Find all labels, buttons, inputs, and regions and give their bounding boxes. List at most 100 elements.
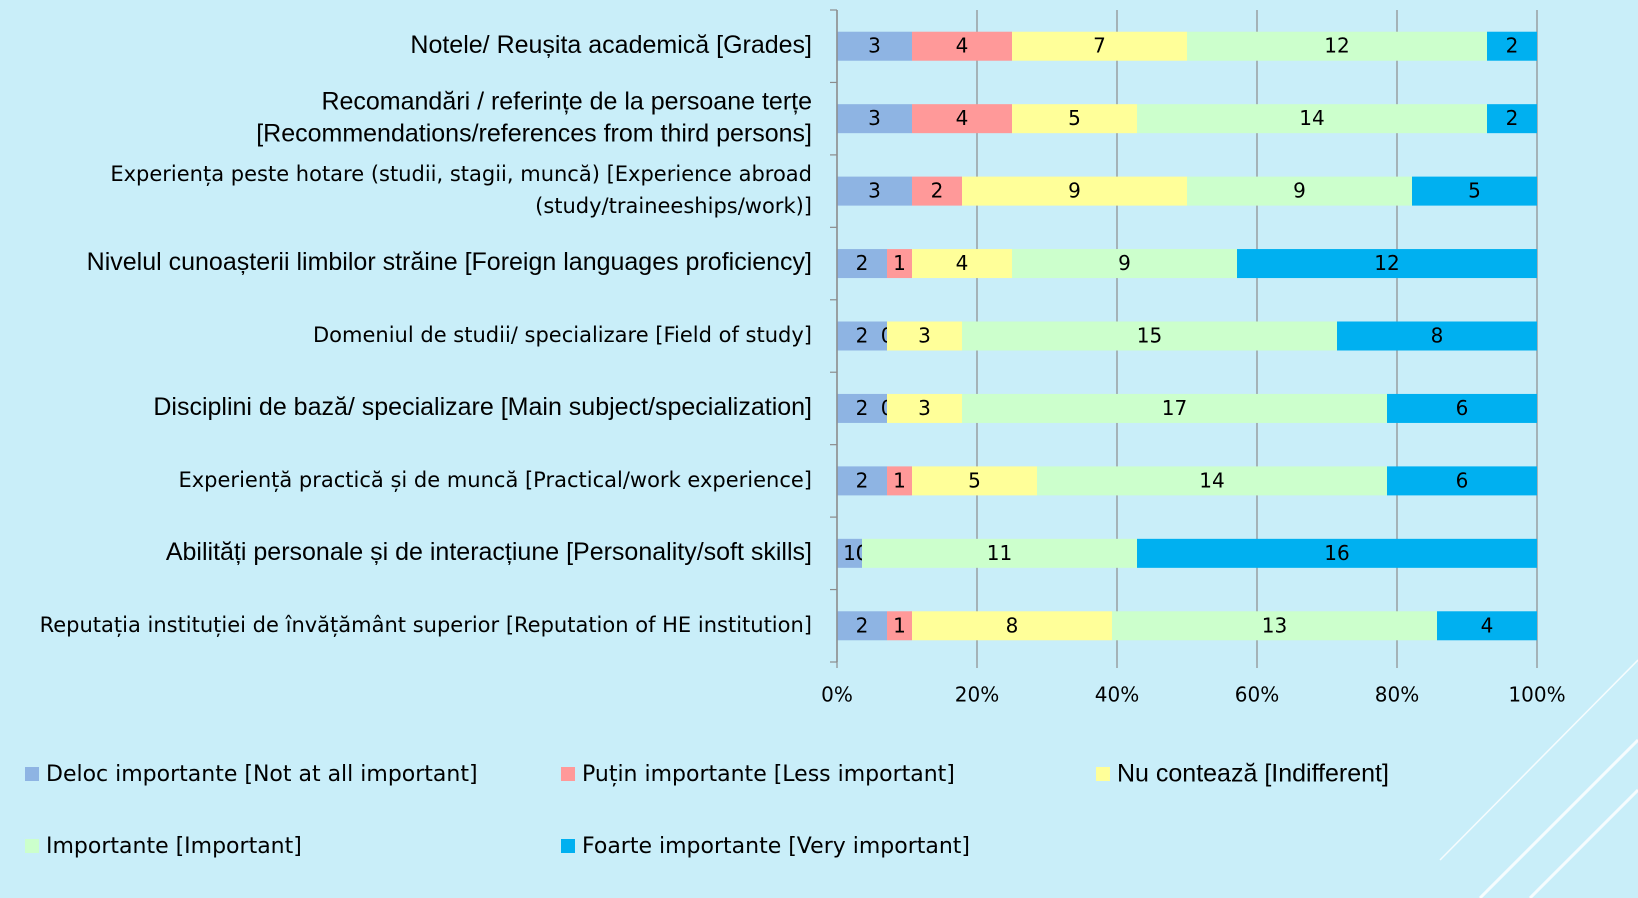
legend-label: Deloc importante [Not at all important] xyxy=(46,762,478,787)
legend-label: Importante [Important] xyxy=(46,834,302,859)
bar-segment xyxy=(1012,104,1137,134)
value-label: 11 xyxy=(987,541,1012,565)
value-label: 4 xyxy=(956,34,969,58)
bar-segment xyxy=(962,176,1187,206)
legend-swatch xyxy=(1096,767,1110,781)
bar-segment xyxy=(837,611,887,641)
bar-segment xyxy=(1387,466,1537,496)
bar-segment xyxy=(862,538,1137,568)
bar-segment xyxy=(1012,249,1237,279)
bar-segment xyxy=(912,176,962,206)
value-label: 15 xyxy=(1137,324,1162,348)
bar-segment xyxy=(837,104,912,134)
bar-segment xyxy=(962,393,1387,423)
value-label: 12 xyxy=(1374,251,1399,275)
legend-swatch xyxy=(25,767,39,781)
x-tick-label: 60% xyxy=(1235,683,1279,707)
legend-swatch xyxy=(25,839,39,853)
value-label: 3 xyxy=(868,106,881,130)
value-label: 5 xyxy=(968,468,981,492)
value-label: 5 xyxy=(1468,179,1481,203)
category-label: Recomandări / referințe de la persoane t… xyxy=(256,87,812,147)
category-label: Abilități personale și de interacțiune [… xyxy=(166,538,812,566)
bar-segment xyxy=(1012,31,1187,61)
value-label: 14 xyxy=(1199,468,1224,492)
bar-segment xyxy=(912,249,1012,279)
category-label: Nivelul cunoașterii limbilor străine [Fo… xyxy=(87,248,812,276)
value-label: 9 xyxy=(1118,251,1131,275)
value-label: 9 xyxy=(1068,179,1081,203)
value-label: 8 xyxy=(1431,324,1444,348)
bar-segment xyxy=(1487,104,1537,134)
x-tick-label: 20% xyxy=(955,683,999,707)
value-label: 2 xyxy=(1506,106,1519,130)
bar-segment xyxy=(1037,466,1387,496)
value-label: 3 xyxy=(868,179,881,203)
bar-segment xyxy=(887,611,912,641)
category-label: Experiența peste hotare (studii, stagii,… xyxy=(110,162,812,218)
value-label: 2 xyxy=(856,251,869,275)
bar-segment xyxy=(1112,611,1437,641)
decoration xyxy=(1439,659,1638,898)
value-label: 3 xyxy=(918,324,931,348)
bar-segment xyxy=(1412,176,1537,206)
x-tick-label: 80% xyxy=(1375,683,1419,707)
bar-segment xyxy=(912,31,1012,61)
x-tick-label: 0% xyxy=(821,683,853,707)
bar-segment xyxy=(887,466,912,496)
value-label: 3 xyxy=(918,396,931,420)
value-label: 6 xyxy=(1456,468,1469,492)
value-label: 1 xyxy=(893,251,906,275)
bar-segment xyxy=(1137,104,1487,134)
value-label: 17 xyxy=(1162,396,1187,420)
bar-segment xyxy=(1387,393,1537,423)
value-label: 4 xyxy=(956,251,969,275)
value-label: 5 xyxy=(1068,106,1081,130)
legend-label: Foarte importante [Very important] xyxy=(582,834,970,859)
value-label: 2 xyxy=(1506,34,1519,58)
value-label: 14 xyxy=(1299,106,1324,130)
value-label: 2 xyxy=(856,324,869,348)
legend-swatch xyxy=(561,839,575,853)
bar-segment xyxy=(837,31,912,61)
bar-segment xyxy=(912,466,1037,496)
value-label: 4 xyxy=(956,106,969,130)
bar-segment xyxy=(912,104,1012,134)
bar-segment xyxy=(837,249,887,279)
value-label: 2 xyxy=(931,179,944,203)
value-label: 6 xyxy=(1456,396,1469,420)
value-label: 13 xyxy=(1262,613,1287,637)
value-label: 2 xyxy=(856,396,869,420)
bar-segment xyxy=(837,321,887,351)
legend-label: Nu contează [Indifferent] xyxy=(1117,760,1389,788)
bar-segment xyxy=(962,321,1337,351)
bar-segment xyxy=(1437,611,1537,641)
value-label: 8 xyxy=(1006,613,1019,637)
value-label: 3 xyxy=(868,34,881,58)
bar-segment xyxy=(887,249,912,279)
bar-segment xyxy=(837,466,887,496)
bar-segment xyxy=(837,176,912,206)
bar-segment xyxy=(837,538,862,568)
bar-segment xyxy=(887,393,962,423)
x-tick-label: 100% xyxy=(1508,683,1565,707)
category-label: Disciplini de bază/ specializare [Main s… xyxy=(153,393,812,421)
value-label: 4 xyxy=(1481,613,1494,637)
bar-segment xyxy=(912,611,1112,641)
value-label: 1 xyxy=(893,468,906,492)
bar-segment xyxy=(1337,321,1537,351)
value-label: 1 xyxy=(843,541,856,565)
value-label: 16 xyxy=(1324,541,1349,565)
category-label: Domeniul de studii/ specializare [Field … xyxy=(313,323,812,347)
category-label: Notele/ Reușita academică [Grades] xyxy=(410,31,812,59)
value-label: 7 xyxy=(1093,34,1106,58)
category-label: Experiență practică și de muncă [Practic… xyxy=(178,468,812,492)
value-label: 2 xyxy=(856,613,869,637)
bar-segment xyxy=(887,321,962,351)
x-tick-label: 40% xyxy=(1095,683,1139,707)
legend-label: Puțin importante [Less important] xyxy=(582,762,955,787)
value-label: 9 xyxy=(1293,179,1306,203)
bar-segment xyxy=(1137,538,1537,568)
value-label: 1 xyxy=(893,613,906,637)
